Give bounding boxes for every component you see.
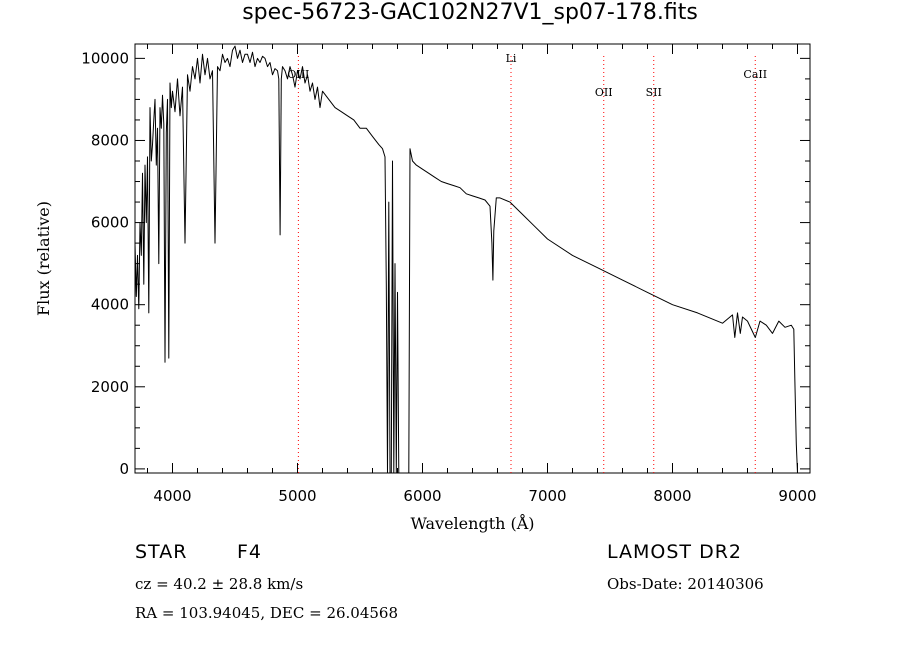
object-class: STAR [135, 541, 188, 563]
survey-name: LAMOST DR2 [607, 541, 742, 563]
x-tick-label: 5000 [278, 487, 316, 505]
observation-date: Obs-Date: 20140306 [607, 575, 764, 593]
line-label-li: Li [506, 52, 517, 65]
y-tick-label: 0 [119, 460, 129, 478]
axes: 4000 5000 6000 7000 8000 9000 0 2000 4000 6000 800… [81, 44, 817, 505]
y-tick-label: 10000 [81, 49, 129, 67]
line-label-caii: CaII [743, 68, 767, 81]
spectrum-series-line [135, 45, 799, 473]
x-tick-label: 9000 [778, 487, 816, 505]
x-tick-label: 7000 [528, 487, 566, 505]
object-subclass: F4 [237, 541, 263, 563]
series-layer [135, 45, 799, 473]
plot-area [134, 43, 811, 474]
coordinates: RA = 103.94045, DEC = 26.04568 [135, 604, 399, 622]
redshift-cz: cz = 40.2 ± 28.8 km/s [135, 575, 304, 593]
plot-frame [134, 43, 811, 474]
y-tick-label: 4000 [91, 296, 129, 314]
line-label-sii: SII [646, 86, 662, 99]
x-tick-label: 4000 [153, 487, 191, 505]
chart-title: spec-56723-GAC102N27V1_sp07-178.fits [242, 0, 698, 25]
y-tick-label: 6000 [91, 214, 129, 232]
y-tick-label: 2000 [91, 378, 129, 396]
axis-labels: Wavelength (Å) Flux (relative) [34, 201, 535, 533]
x-tick-label: 6000 [403, 487, 441, 505]
y-tick-label: 8000 [91, 131, 129, 149]
y-axis-label: Flux (relative) [34, 201, 53, 316]
x-axis-label: Wavelength (Å) [410, 513, 534, 533]
x-tick-label: 8000 [653, 487, 691, 505]
line-label-oii: OII [595, 86, 613, 99]
